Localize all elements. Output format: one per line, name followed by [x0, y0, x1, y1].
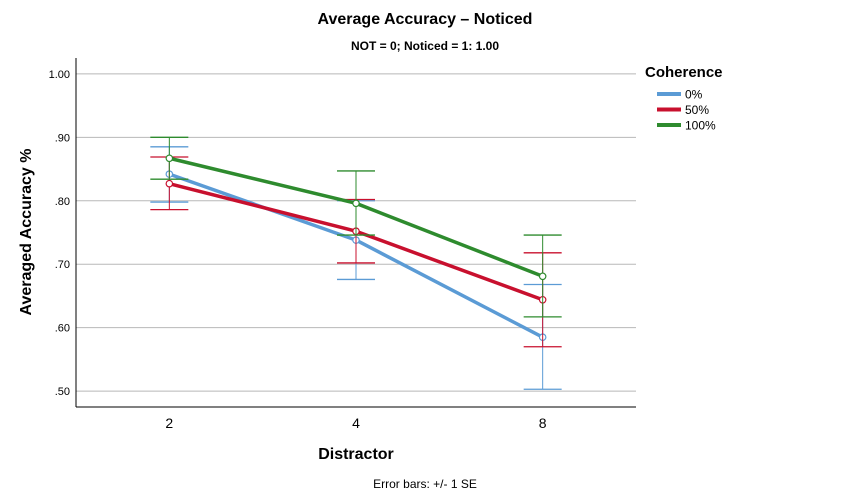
- chart-subtitle: NOT = 0; Noticed = 1: 1.00: [351, 39, 499, 53]
- y-tick-label: .60: [55, 323, 70, 335]
- footnote: Error bars: +/- 1 SE: [373, 477, 477, 491]
- x-tick-label: 8: [539, 415, 547, 431]
- legend-title: Coherence: [645, 64, 723, 81]
- chart-title: Average Accuracy – Noticed: [318, 11, 533, 28]
- data-point: [165, 179, 174, 188]
- data-point: [538, 272, 547, 281]
- legend-entry: 50%: [685, 103, 709, 117]
- series-layer: [150, 136, 562, 390]
- y-axis-ticks: .50 .60 .70 .80 .90 1.00: [49, 69, 70, 398]
- x-tick-label: 4: [352, 415, 360, 431]
- legend: Coherence 0%50% 100%: [645, 64, 723, 133]
- series-100pct: [150, 136, 562, 318]
- y-tick-label: .80: [55, 196, 70, 208]
- y-tick-label: .50: [55, 386, 70, 398]
- legend-entry: 0%: [685, 88, 703, 102]
- axes: [75, 58, 636, 408]
- x-tick-label: 2: [165, 415, 173, 431]
- x-axis-title: Distractor: [318, 446, 394, 463]
- x-axis-ticks: 2 4 8: [165, 415, 546, 431]
- data-point: [352, 199, 360, 208]
- y-axis-title: Averaged Accuracy %: [18, 149, 35, 316]
- y-tick-label: .90: [55, 132, 70, 144]
- data-point: [165, 154, 174, 163]
- error-bars: [150, 136, 562, 318]
- legend-entry: 100%: [685, 119, 716, 133]
- y-tick-label: 1.00: [49, 69, 70, 81]
- y-tick-label: .70: [55, 259, 70, 271]
